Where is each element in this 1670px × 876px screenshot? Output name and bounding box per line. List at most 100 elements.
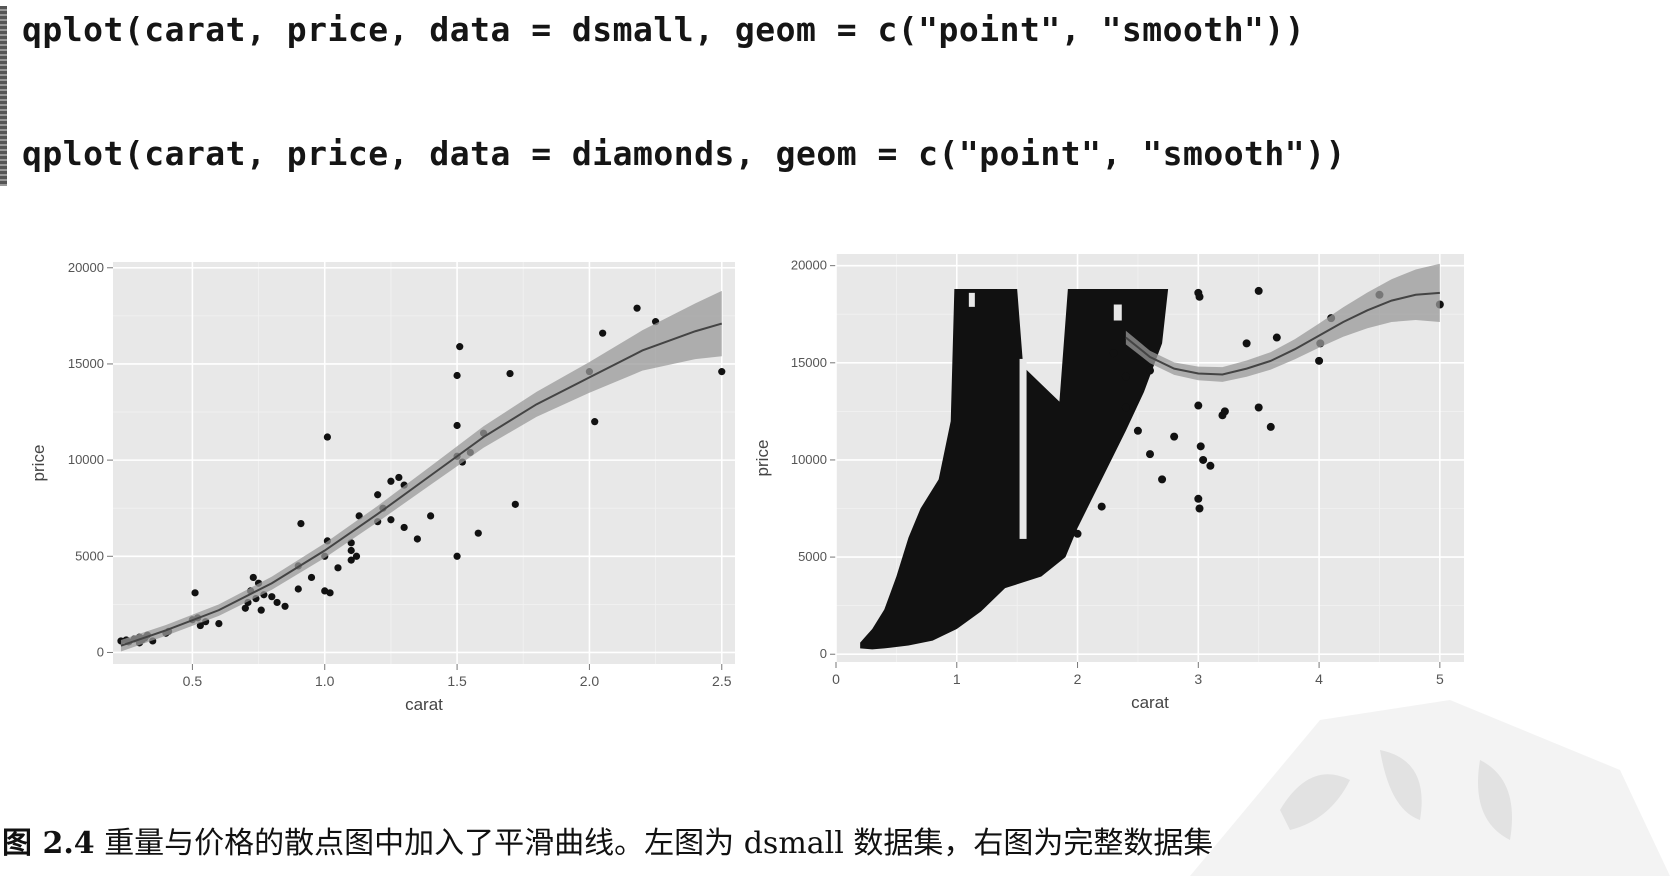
cloud-gap	[1019, 358, 1027, 539]
data-point	[1073, 529, 1082, 538]
data-point	[1194, 494, 1203, 503]
data-point	[281, 602, 289, 610]
data-point	[294, 585, 302, 593]
data-point	[453, 371, 461, 380]
data-point	[511, 500, 519, 508]
data-point	[1254, 403, 1263, 412]
smooth-line	[1125, 291, 1440, 376]
code-line-diamonds: qplot(carat, price, data = diamonds, geo…	[22, 134, 1346, 173]
data-point	[453, 421, 461, 430]
data-point	[1109, 349, 1118, 358]
x-tick-label: 1.5	[447, 673, 467, 689]
y-tick-label: 0	[820, 646, 827, 661]
y-tick-label: 15000	[791, 355, 827, 370]
data-point	[1170, 432, 1179, 441]
cloud-gap	[1113, 304, 1122, 321]
data-point	[374, 491, 382, 499]
data-point	[591, 418, 599, 426]
data-point	[352, 552, 361, 560]
figure-caption-text: 重量与价格的散点图中加入了平滑曲线。左图为 dsmall 数据集，右图为完整数据…	[104, 826, 1244, 861]
x-tick-label: 1	[953, 671, 961, 687]
x-axis-title: carat	[1131, 693, 1169, 712]
data-point	[1146, 450, 1154, 459]
x-tick-label: 2.0	[580, 673, 600, 689]
x-tick-label: 5	[1436, 671, 1444, 687]
data-point	[273, 598, 281, 607]
data-point	[1199, 455, 1208, 464]
data-point	[1121, 403, 1130, 412]
data-point	[1242, 339, 1251, 348]
data-point	[718, 368, 726, 376]
data-point	[307, 573, 316, 582]
data-point	[268, 593, 276, 601]
figure-number: 图 2.4	[2, 826, 95, 861]
data-point	[633, 304, 641, 312]
smooth-confidence-band	[120, 290, 722, 652]
figure-caption: 图 2.4 重量与价格的散点图中加入了平滑曲线。左图为 dsmall 数据集，右…	[2, 818, 1243, 862]
y-tick-label: 10000	[68, 452, 104, 467]
data-point	[1272, 333, 1281, 342]
x-tick-label: 0.5	[183, 673, 203, 689]
smooth-line	[120, 322, 723, 647]
data-point	[249, 573, 257, 582]
data-point	[1195, 504, 1204, 513]
code-line-dsmall: qplot(carat, price, data = dsmall, geom …	[22, 10, 1306, 49]
data-point	[400, 523, 408, 532]
x-tick-label: 1.0	[315, 673, 335, 689]
y-tick-label: 10000	[791, 452, 827, 467]
dense-point-cloud	[860, 288, 1169, 650]
y-tick-label: 5000	[75, 548, 104, 563]
y-tick-label: 0	[97, 644, 104, 659]
data-point	[474, 529, 482, 537]
cloud-gap	[968, 292, 975, 307]
data-point	[1315, 356, 1324, 365]
data-point	[1146, 366, 1154, 375]
data-point	[1133, 426, 1142, 435]
data-point	[1254, 286, 1263, 295]
watermark-seal	[1190, 700, 1670, 876]
data-point	[215, 620, 223, 628]
data-point	[347, 546, 355, 555]
data-point	[413, 535, 421, 543]
data-point	[599, 329, 607, 337]
data-point	[387, 516, 395, 524]
y-tick-label: 15000	[68, 356, 104, 371]
x-axis-title: carat	[405, 695, 443, 714]
data-point	[387, 477, 395, 485]
data-point	[347, 556, 355, 564]
plot-panel	[113, 262, 735, 664]
data-point	[1097, 502, 1106, 511]
y-axis-title: price	[753, 440, 772, 477]
y-axis-title: price	[29, 445, 48, 482]
smooth-confidence-band	[1125, 263, 1440, 382]
data-point	[1220, 407, 1229, 416]
x-tick-label: 0	[832, 671, 840, 687]
data-point	[1195, 292, 1204, 301]
data-point	[1266, 422, 1275, 431]
x-tick-label: 4	[1315, 671, 1323, 687]
data-point	[297, 519, 305, 528]
data-point	[456, 343, 464, 351]
data-point	[191, 589, 199, 597]
data-point	[196, 621, 204, 630]
data-point	[257, 606, 265, 614]
data-point	[427, 512, 435, 520]
data-point	[1196, 442, 1205, 451]
data-point	[334, 564, 342, 572]
data-point	[506, 369, 514, 378]
data-point	[1121, 372, 1130, 381]
code-block-marker	[0, 6, 7, 186]
data-point	[1158, 475, 1167, 484]
x-tick-label: 2.5	[712, 673, 732, 689]
data-point	[395, 473, 403, 482]
data-point	[453, 552, 461, 560]
data-point	[323, 433, 331, 441]
x-tick-label: 3	[1194, 671, 1202, 687]
y-tick-label: 20000	[68, 260, 104, 275]
data-point	[241, 604, 249, 612]
data-point	[1206, 461, 1215, 470]
data-point	[326, 589, 334, 597]
x-tick-label: 2	[1074, 671, 1082, 687]
